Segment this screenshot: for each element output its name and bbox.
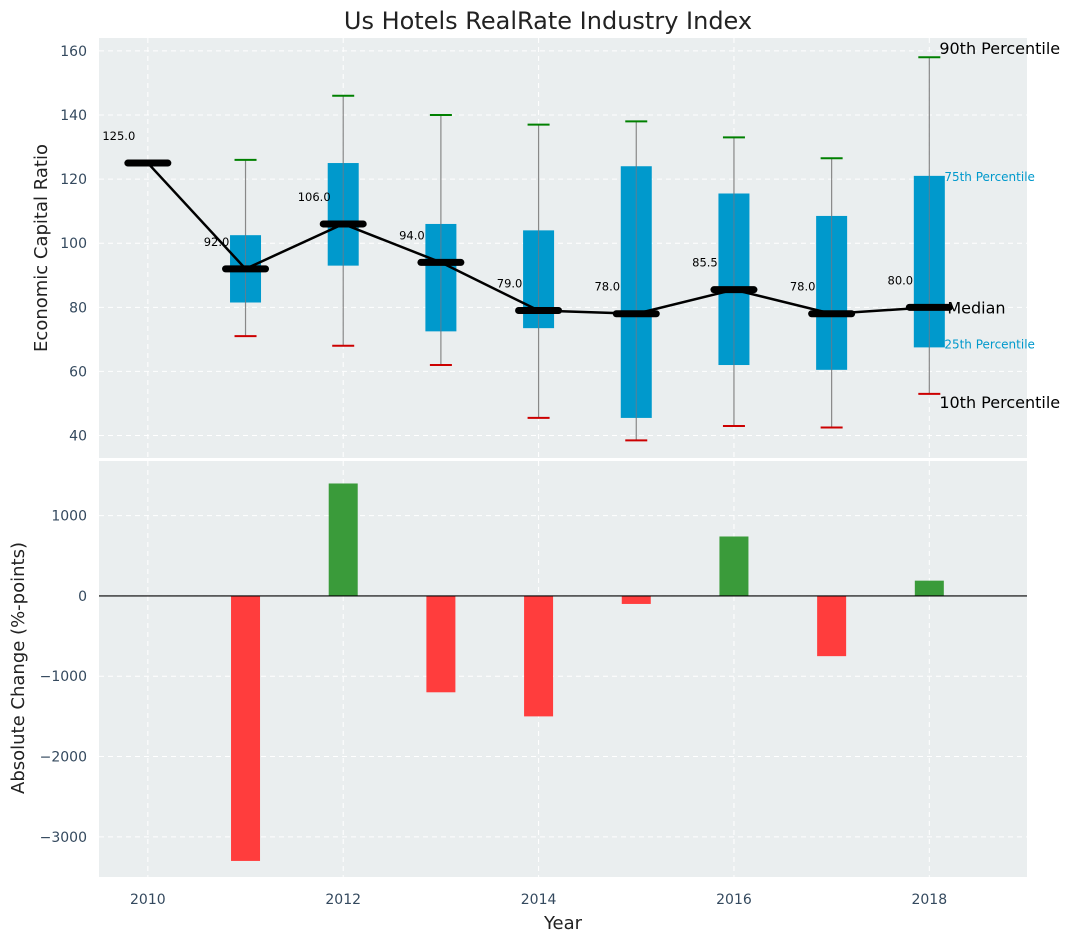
median-value-label: 78.0 (790, 280, 816, 294)
top-marks: 125.0 92.0 106.0 94.0 79.0 78.0 85.5 78.0 80.0 90… (102, 39, 1060, 442)
change-bar (621, 595, 651, 604)
median-value-label: 92.0 (204, 235, 230, 249)
bottom-y-ticks: −3000 −2000 −1000 0 1000 (40, 509, 87, 846)
bottom-y-tick-label: 0 (78, 589, 87, 605)
change-bar (914, 580, 944, 596)
x-tick-label: 2012 (325, 892, 361, 908)
bottom-y-tick-label: 1000 (51, 509, 87, 525)
change-bar (328, 483, 358, 596)
legend-p25-label: 25th Percentile (944, 337, 1035, 351)
legend-p75-label: 75th Percentile (944, 170, 1035, 184)
x-tick-label: 2016 (716, 892, 752, 908)
median-value-label: 78.0 (594, 280, 620, 294)
top-y-axis-label: Economic Capital Ratio (31, 144, 52, 352)
legend-p90-label: 90th Percentile (939, 39, 1060, 58)
bottom-y-tick-label: −3000 (40, 830, 87, 846)
top-y-tick-label: 100 (60, 236, 87, 252)
top-y-tick-label: 60 (69, 364, 87, 380)
x-tick-label: 2018 (911, 892, 947, 908)
median-value-label: 94.0 (399, 228, 425, 242)
change-bar (719, 536, 749, 596)
legend-median-label: Median (947, 298, 1005, 317)
top-y-tick-label: 160 (60, 44, 87, 60)
median-value-label: 85.5 (692, 256, 718, 270)
change-bar (231, 595, 261, 861)
x-tick-label: 2010 (130, 892, 166, 908)
median-value-label: 125.0 (102, 129, 135, 143)
bottom-y-axis-label: Absolute Change (%-points) (8, 542, 29, 794)
chart-title: Us Hotels RealRate Industry Index (344, 7, 752, 35)
top-y-tick-label: 80 (69, 300, 87, 316)
top-y-tick-label: 40 (69, 429, 87, 445)
median-value-label: 106.0 (298, 190, 331, 204)
bottom-y-tick-label: −2000 (40, 750, 87, 766)
change-bar (524, 595, 554, 717)
x-tick-label: 2014 (521, 892, 557, 908)
median-value-label: 80.0 (888, 273, 914, 287)
x-ticks: 2010 2012 2014 2016 2018 (130, 892, 947, 908)
top-y-ticks: 40 60 80 100 120 140 160 (60, 44, 87, 445)
median-value-label: 79.0 (497, 277, 523, 291)
bottom-marks (99, 483, 1027, 861)
legend-p10-label: 10th Percentile (939, 393, 1060, 412)
x-axis-label: Year (543, 913, 583, 934)
change-bar (817, 595, 847, 657)
top-y-tick-label: 120 (60, 172, 87, 188)
bottom-y-tick-label: −1000 (40, 669, 87, 685)
change-bar (426, 595, 456, 693)
top-y-tick-label: 140 (60, 108, 87, 124)
